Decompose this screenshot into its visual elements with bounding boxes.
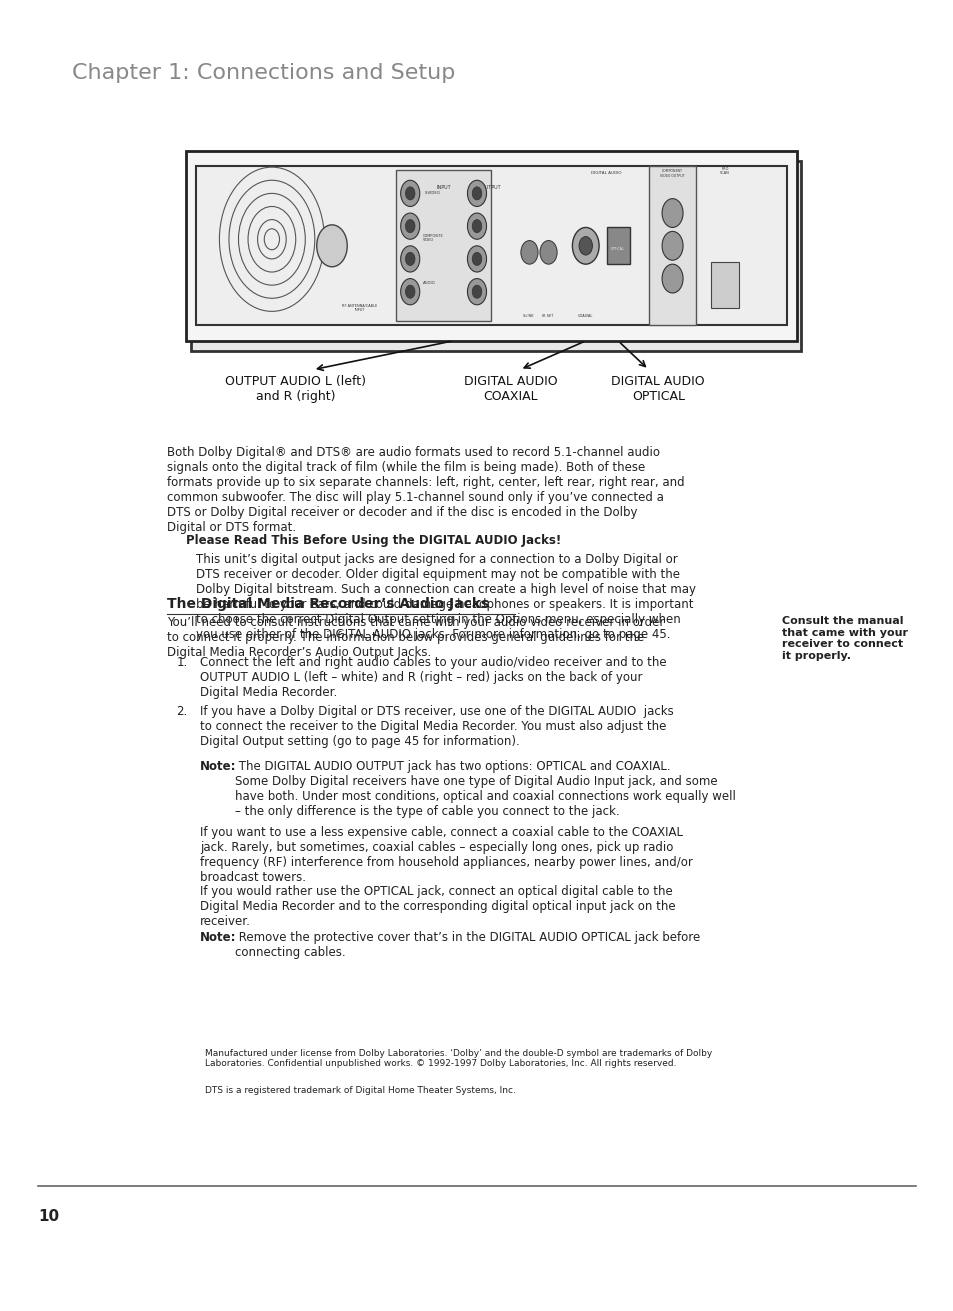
Text: If you want to use a less expensive cable, connect a coaxial cable to the COAXIA: If you want to use a less expensive cabl… bbox=[200, 826, 693, 884]
Circle shape bbox=[400, 279, 419, 305]
Circle shape bbox=[467, 214, 486, 240]
Text: COMPOSITE
VIDEO: COMPOSITE VIDEO bbox=[422, 233, 443, 243]
Text: DIGITAL AUDIO: DIGITAL AUDIO bbox=[590, 172, 620, 176]
Circle shape bbox=[472, 252, 481, 266]
Circle shape bbox=[539, 241, 557, 265]
Circle shape bbox=[520, 241, 537, 265]
Text: If you have a Dolby Digital or DTS receiver, use one of the DIGITAL AUDIO  jacks: If you have a Dolby Digital or DTS recei… bbox=[200, 705, 674, 749]
Circle shape bbox=[467, 246, 486, 273]
Circle shape bbox=[405, 187, 415, 201]
Text: INPUT: INPUT bbox=[436, 185, 451, 190]
Bar bbox=[606, 228, 629, 265]
Circle shape bbox=[405, 284, 415, 299]
Text: Consult the manual
that came with your
receiver to connect
it properly.: Consult the manual that came with your r… bbox=[781, 616, 907, 661]
Text: Connect the left and right audio cables to your audio/video receiver and to the
: Connect the left and right audio cables … bbox=[200, 656, 666, 699]
Circle shape bbox=[661, 232, 682, 261]
Circle shape bbox=[472, 284, 481, 299]
Circle shape bbox=[572, 228, 598, 265]
Bar bbox=[195, 166, 786, 325]
Text: Both Dolby Digital® and DTS® are audio formats used to record 5.1-channel audio
: Both Dolby Digital® and DTS® are audio f… bbox=[167, 446, 684, 534]
Text: S-VIDEO: S-VIDEO bbox=[424, 191, 440, 195]
Text: 2.: 2. bbox=[176, 705, 188, 718]
Text: Please Read This Before Using the DIGITAL AUDIO Jacks!: Please Read This Before Using the DIGITA… bbox=[186, 534, 560, 547]
Text: Remove the protective cover that’s in the DIGITAL AUDIO OPTICAL jack before
conn: Remove the protective cover that’s in th… bbox=[234, 931, 700, 958]
Text: Note:: Note: bbox=[200, 931, 236, 944]
Circle shape bbox=[472, 187, 481, 201]
Text: Manufactured under license from Dolby Laboratories. ‘Dolby’ and the double-D sym: Manufactured under license from Dolby La… bbox=[205, 1049, 712, 1068]
FancyBboxPatch shape bbox=[191, 161, 801, 351]
Text: AUDIO: AUDIO bbox=[422, 281, 435, 284]
Text: 1.: 1. bbox=[176, 656, 188, 669]
Circle shape bbox=[400, 181, 419, 206]
Circle shape bbox=[661, 199, 682, 228]
Text: COAXIAL: COAXIAL bbox=[578, 315, 593, 319]
Text: S-LINK: S-LINK bbox=[522, 315, 534, 319]
Text: OPTICAL: OPTICAL bbox=[611, 246, 624, 250]
Circle shape bbox=[578, 237, 592, 256]
Text: Note:: Note: bbox=[200, 760, 236, 773]
Bar bbox=[648, 166, 696, 325]
Bar bbox=[395, 170, 491, 321]
Text: IR SET: IR SET bbox=[541, 315, 553, 319]
Text: This unit’s digital output jacks are designed for a connection to a Dolby Digita: This unit’s digital output jacks are des… bbox=[195, 553, 695, 641]
Text: The DIGITAL AUDIO OUTPUT jack has two options: OPTICAL and COAXIAL.
Some Dolby D: The DIGITAL AUDIO OUTPUT jack has two op… bbox=[234, 760, 735, 818]
Text: The Digital Media Recorder’s Audio Jacks: The Digital Media Recorder’s Audio Jacks bbox=[167, 597, 489, 611]
FancyBboxPatch shape bbox=[186, 151, 796, 341]
Text: If you would rather use the OPTICAL jack, connect an optical digital cable to th: If you would rather use the OPTICAL jack… bbox=[200, 885, 676, 928]
Text: 10: 10 bbox=[38, 1209, 59, 1223]
Text: DIGITAL AUDIO
COAXIAL: DIGITAL AUDIO COAXIAL bbox=[463, 375, 557, 402]
Circle shape bbox=[400, 246, 419, 273]
Text: RF ANTENNA/CABLE
INPUT: RF ANTENNA/CABLE INPUT bbox=[342, 304, 376, 312]
Circle shape bbox=[405, 220, 415, 233]
Circle shape bbox=[400, 214, 419, 240]
Text: OUTPUT AUDIO L (left)
and R (right): OUTPUT AUDIO L (left) and R (right) bbox=[225, 375, 366, 402]
Text: You’ll need to consult instructions that came with your audio video receiver in : You’ll need to consult instructions that… bbox=[167, 616, 663, 659]
Circle shape bbox=[467, 279, 486, 305]
Text: DIGITAL AUDIO
OPTICAL: DIGITAL AUDIO OPTICAL bbox=[611, 375, 704, 402]
Circle shape bbox=[405, 252, 415, 266]
Circle shape bbox=[316, 225, 347, 267]
Circle shape bbox=[472, 220, 481, 233]
Text: DTS is a registered trademark of Digital Home Theater Systems, Inc.: DTS is a registered trademark of Digital… bbox=[205, 1086, 516, 1095]
Text: PRO
SCAN: PRO SCAN bbox=[720, 166, 729, 176]
Bar bbox=[710, 262, 739, 308]
Text: COMPONENT
VIDEO OUTPUT: COMPONENT VIDEO OUTPUT bbox=[659, 169, 684, 178]
Circle shape bbox=[467, 181, 486, 206]
Circle shape bbox=[661, 265, 682, 294]
Text: Chapter 1: Connections and Setup: Chapter 1: Connections and Setup bbox=[71, 63, 455, 83]
Text: OUTPUT: OUTPUT bbox=[481, 185, 500, 190]
